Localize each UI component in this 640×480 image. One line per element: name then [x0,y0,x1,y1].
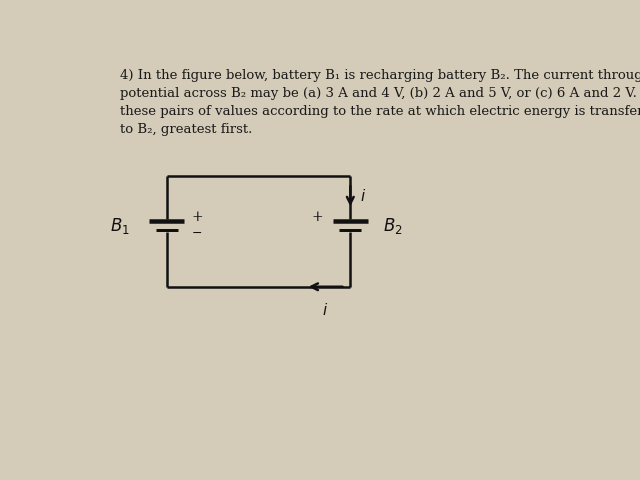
Text: +: + [191,210,204,225]
Text: $B_1$: $B_1$ [110,216,129,236]
Text: $i$: $i$ [323,301,328,318]
Text: 4) In the figure below, battery B₁ is recharging battery B₂. The current through: 4) In the figure below, battery B₁ is re… [120,69,640,136]
Text: +: + [312,210,323,225]
Text: $i$: $i$ [360,188,366,204]
Text: −: − [191,227,202,240]
Text: $B_2$: $B_2$ [383,216,403,236]
